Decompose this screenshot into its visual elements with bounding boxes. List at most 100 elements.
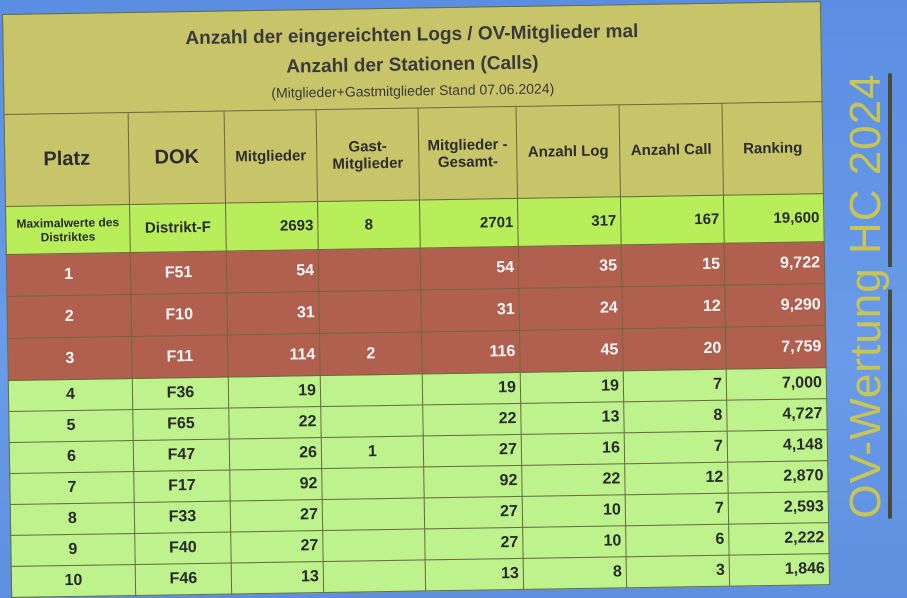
cell-gast <box>322 497 425 531</box>
cell-mitglieder: 54 <box>226 249 319 294</box>
cell-platz: 5 <box>8 409 134 443</box>
cell-dok: F40 <box>134 531 232 565</box>
header-mitglieder: Mitglieder <box>224 109 318 204</box>
cell-dok: F65 <box>132 407 230 441</box>
cell-ranking: 7,000 <box>726 367 827 401</box>
cell-log: 8 <box>523 556 627 590</box>
header-row: Platz DOK Mitglieder Gast-Mitglieder Mit… <box>4 101 824 207</box>
cell-log: 16 <box>521 432 625 466</box>
cell-platz: 6 <box>9 440 134 474</box>
cell-dok: F33 <box>134 500 231 534</box>
cell-gesamt: 54 <box>420 246 519 290</box>
cell-gesamt: 13 <box>425 558 524 591</box>
cell-mitglieder: 13 <box>231 561 324 594</box>
cell-gast <box>320 373 423 407</box>
cell-mitglieder: 92 <box>229 468 323 501</box>
cell-log: 10 <box>522 494 626 528</box>
max-mitglieder: 2693 <box>225 201 319 252</box>
cell-ranking: 4,727 <box>726 398 828 432</box>
cell-log: 22 <box>521 463 626 497</box>
cell-mitglieder: 31 <box>226 291 320 335</box>
cell-gast: 2 <box>319 331 423 376</box>
max-ranking: 19,600 <box>723 193 825 244</box>
header-call: Anzahl Call <box>619 103 724 197</box>
max-dok: Distrikt-F <box>129 203 227 253</box>
cell-log: 45 <box>519 328 624 373</box>
cell-platz: 2 <box>6 294 132 339</box>
cell-platz: 3 <box>7 336 133 381</box>
cell-gast <box>318 247 421 292</box>
cell-platz: 10 <box>11 564 136 598</box>
cell-call: 7 <box>625 493 729 526</box>
cell-mitglieder: 19 <box>228 375 321 408</box>
cell-dok: F46 <box>135 562 232 596</box>
cell-gast <box>321 466 425 500</box>
ranking-table: Anzahl der eingereichten Logs / OV-Mitgl… <box>2 1 830 598</box>
cell-mitglieder: 26 <box>229 437 322 470</box>
title-line-1: Anzahl der eingereichten Logs / OV-Mitgl… <box>185 20 639 49</box>
cell-platz: 7 <box>9 471 135 505</box>
cell-ranking: 9,722 <box>724 241 825 286</box>
cell-gesamt: 27 <box>424 496 523 529</box>
cell-call: 15 <box>621 243 725 287</box>
cell-call: 7 <box>623 369 727 402</box>
header-gesamt: Mitglieder -Gesamt- <box>418 106 518 200</box>
cell-call: 7 <box>624 431 728 464</box>
cell-mitglieder: 27 <box>230 530 324 563</box>
cell-gast <box>323 559 426 593</box>
cell-gast <box>318 289 422 334</box>
cell-dok: F51 <box>130 251 227 295</box>
cell-log: 13 <box>520 401 625 435</box>
max-gesamt: 2701 <box>419 198 519 248</box>
cell-dok: F36 <box>132 376 229 410</box>
cell-log: 10 <box>522 525 627 559</box>
ranking-table-wrap: Anzahl der eingereichten Logs / OV-Mitgl… <box>2 1 830 598</box>
cell-ranking: 7,759 <box>725 325 827 370</box>
cell-ranking: 1,846 <box>729 553 830 587</box>
title-line-2: Anzahl der Stationen (Calls) <box>286 52 539 78</box>
cell-call: 12 <box>621 285 726 329</box>
header-log: Anzahl Log <box>516 104 621 199</box>
cell-call: 12 <box>624 462 729 495</box>
side-title-wrap: OV-Wertung HC 2024 <box>841 8 890 583</box>
cell-mitglieder: 27 <box>230 499 323 532</box>
cell-ranking: 4,148 <box>727 429 828 463</box>
header-platz: Platz <box>4 112 130 207</box>
cell-gesamt: 19 <box>422 372 521 405</box>
cell-dok: F17 <box>133 469 231 503</box>
cell-mitglieder: 114 <box>227 333 321 377</box>
cell-call: 20 <box>622 327 727 371</box>
cell-platz: 1 <box>6 252 131 297</box>
cell-gesamt: 27 <box>423 434 522 467</box>
title-row: Anzahl der eingereichten Logs / OV-Mitgl… <box>2 1 823 115</box>
header-gast: Gast-Mitglieder <box>316 107 420 202</box>
table-title: Anzahl der eingereichten Logs / OV-Mitgl… <box>2 1 823 115</box>
cell-log: 35 <box>518 244 622 289</box>
cell-gesamt: 92 <box>423 465 523 498</box>
header-dok: DOK <box>128 111 226 205</box>
cell-platz: 9 <box>10 533 136 567</box>
cell-call: 3 <box>626 555 730 588</box>
cell-gesamt: 27 <box>424 527 524 560</box>
cell-ranking: 2,870 <box>727 460 829 494</box>
cell-gesamt: 31 <box>420 288 520 332</box>
max-call: 167 <box>620 195 725 245</box>
cell-ranking: 2,593 <box>728 491 829 525</box>
side-title: OV-Wertung HC 2024 <box>841 72 890 519</box>
cell-dok: F10 <box>130 293 228 337</box>
cell-gast <box>320 404 424 438</box>
cell-call: 8 <box>623 400 728 433</box>
cell-ranking: 9,290 <box>724 283 826 328</box>
cell-platz: 8 <box>10 502 135 536</box>
cell-platz: 4 <box>8 378 133 412</box>
cell-gast <box>322 528 426 562</box>
table-body: 1 F51 54 54 35 15 9,722 2 F10 31 31 24 12 9,290 3 F11 11… <box>6 241 830 598</box>
cell-dok: F11 <box>131 334 229 379</box>
cell-mitglieder: 22 <box>228 406 322 439</box>
cell-call: 6 <box>625 524 730 557</box>
cell-gesamt: 116 <box>421 330 521 374</box>
title-line-3: (Mitglieder+Gastmitglieder Stand 07.06.2… <box>271 79 555 101</box>
cell-dok: F47 <box>133 438 230 472</box>
max-log: 317 <box>517 196 622 247</box>
